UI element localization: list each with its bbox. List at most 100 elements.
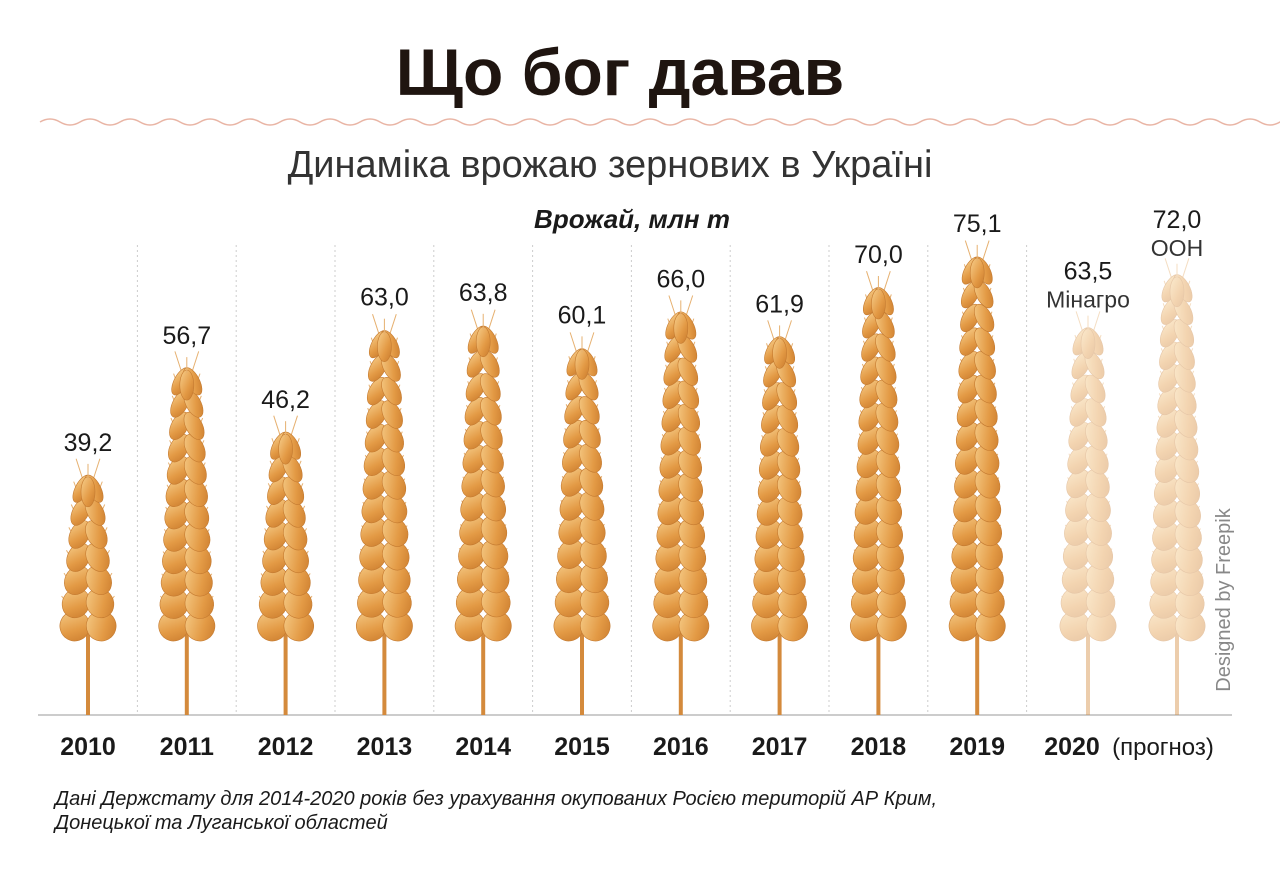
grain xyxy=(480,373,501,402)
value-label: 39,2 xyxy=(64,429,113,457)
grain xyxy=(1085,421,1108,451)
grain xyxy=(1085,445,1109,475)
x-tick-label: 2016 xyxy=(653,733,709,761)
x-tick-label: 2018 xyxy=(851,733,907,761)
grain xyxy=(1174,453,1200,483)
wheat-spike xyxy=(553,332,611,715)
grain xyxy=(1080,328,1096,359)
grain xyxy=(184,456,207,485)
grain xyxy=(1155,431,1180,461)
awn xyxy=(174,351,182,372)
grain xyxy=(381,470,407,500)
awn xyxy=(569,332,578,353)
grain xyxy=(1085,516,1112,546)
x-tick-label: 2012 xyxy=(258,733,314,761)
grain xyxy=(875,356,897,385)
grain xyxy=(678,472,704,502)
value-label: 70,0 xyxy=(854,241,903,269)
grain xyxy=(1169,276,1185,308)
grain xyxy=(381,377,402,406)
grain xyxy=(579,491,605,521)
grain xyxy=(283,521,308,551)
wheat-spike xyxy=(158,351,216,715)
grain xyxy=(974,374,997,404)
grain xyxy=(1085,469,1110,499)
grain xyxy=(776,382,798,411)
grain xyxy=(673,313,689,344)
wheat-spike xyxy=(257,415,315,715)
grain xyxy=(574,349,590,380)
grain xyxy=(1173,341,1195,370)
grain xyxy=(974,398,998,428)
awn xyxy=(964,240,973,261)
series-name: Мінагро xyxy=(1046,287,1130,313)
awn xyxy=(1164,258,1173,279)
awn xyxy=(883,271,891,292)
grain xyxy=(875,449,901,479)
awn xyxy=(470,309,479,330)
value-label: 66,0 xyxy=(656,265,705,293)
grain xyxy=(973,303,995,333)
awn xyxy=(1075,311,1084,332)
grain xyxy=(377,331,392,363)
grain xyxy=(871,288,886,320)
wheat-spike xyxy=(751,320,809,715)
grain xyxy=(579,443,602,473)
grain xyxy=(480,468,505,498)
wheat-spike xyxy=(454,309,512,715)
grain xyxy=(282,499,306,528)
grain xyxy=(677,403,701,433)
grain xyxy=(1085,492,1111,523)
grain xyxy=(1065,492,1091,523)
x-tick-label: 2014 xyxy=(455,733,511,761)
grain xyxy=(475,326,491,358)
footnote: Донецької та Луганської областей xyxy=(53,812,388,834)
grain xyxy=(480,397,502,426)
x-tick-label: 2013 xyxy=(357,733,413,761)
wheat-spike xyxy=(59,458,117,715)
divider xyxy=(39,118,1280,126)
grain xyxy=(776,427,800,457)
x-tick-label: 2011 xyxy=(160,733,214,761)
awn xyxy=(92,458,101,479)
awn xyxy=(1181,258,1190,279)
wheat-spike xyxy=(355,314,413,715)
grain xyxy=(777,473,802,503)
grain xyxy=(1154,453,1180,483)
awn xyxy=(290,415,298,436)
x-tick-label: 2020 xyxy=(1044,733,1100,761)
grain xyxy=(1174,386,1197,416)
value-label: 63,8 xyxy=(459,279,508,307)
grain xyxy=(974,351,996,380)
grain xyxy=(1173,319,1195,348)
grain xyxy=(1174,409,1198,438)
grain xyxy=(1174,364,1196,393)
grain xyxy=(1085,398,1107,427)
x-tick-label: 2017 xyxy=(752,733,808,761)
grain xyxy=(183,433,206,463)
forecast-label: (прогноз) xyxy=(1112,734,1214,761)
grain xyxy=(1068,421,1091,451)
awn xyxy=(784,320,792,341)
series-name: ООН xyxy=(1151,235,1203,261)
awn xyxy=(75,458,84,479)
grain xyxy=(579,420,601,449)
awn xyxy=(372,314,380,335)
grain xyxy=(85,542,110,572)
grain xyxy=(579,467,604,497)
grain xyxy=(1084,374,1106,403)
value-label: 75,1 xyxy=(953,210,1002,238)
awn xyxy=(668,295,676,316)
grain xyxy=(381,400,403,429)
x-tick-label: 2015 xyxy=(554,733,610,761)
awn xyxy=(586,332,595,353)
footnote: Дані Держстату для 2014-2020 років без у… xyxy=(53,788,937,810)
grain xyxy=(578,396,600,425)
wheat-spike xyxy=(652,295,710,715)
grain xyxy=(969,257,985,289)
grain xyxy=(772,338,787,369)
grain xyxy=(579,515,606,545)
grain xyxy=(1066,469,1091,499)
axis-label: Врожай, млн т xyxy=(534,204,730,234)
